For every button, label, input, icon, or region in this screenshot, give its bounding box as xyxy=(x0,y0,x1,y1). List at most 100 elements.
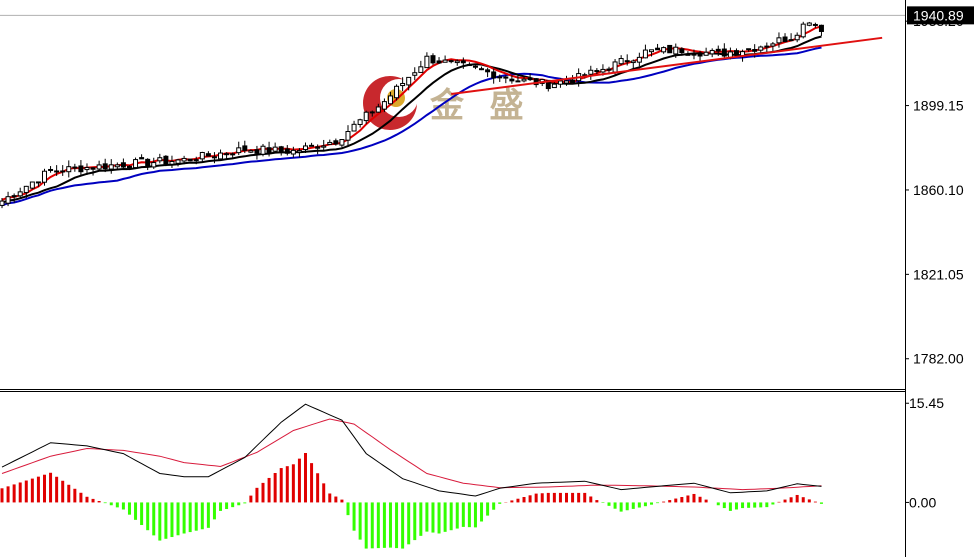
candle-body xyxy=(691,53,697,56)
price-tick-label: 1899.15 xyxy=(913,98,964,114)
candle-body xyxy=(497,76,503,79)
candle-body xyxy=(363,111,369,122)
candle-body xyxy=(108,164,114,170)
candle-body xyxy=(11,195,17,198)
indicator-tick-label: 0.00 xyxy=(909,494,936,510)
candle-body xyxy=(733,50,739,56)
candle-body xyxy=(800,23,806,38)
candle-body xyxy=(709,49,715,55)
candle-body xyxy=(655,47,661,51)
candle-body xyxy=(0,200,5,206)
candle-body xyxy=(466,64,472,67)
candle-body xyxy=(5,196,11,204)
candle-body xyxy=(673,46,679,55)
candle-body xyxy=(120,162,126,168)
candle-body xyxy=(248,150,254,153)
candle-body xyxy=(448,60,454,63)
candle-body xyxy=(436,60,442,64)
candle-body xyxy=(296,150,302,153)
candle-body xyxy=(375,106,381,113)
candle-body xyxy=(381,101,387,110)
candle-body xyxy=(266,147,272,153)
price-tick-label: 1860.10 xyxy=(913,182,964,198)
candle-body xyxy=(236,147,242,154)
candle-body xyxy=(618,58,624,65)
candle-body xyxy=(169,160,175,165)
candle-body xyxy=(96,164,102,170)
candle-body xyxy=(84,166,90,171)
candle-body xyxy=(424,55,430,69)
candle-body xyxy=(442,59,448,63)
candle-body xyxy=(642,49,648,59)
candle-body xyxy=(588,69,594,75)
candle-body xyxy=(284,148,290,154)
candle-body xyxy=(321,145,327,148)
candle-body xyxy=(758,46,764,51)
trendline xyxy=(451,36,883,95)
candle-body xyxy=(521,78,527,82)
candle-body xyxy=(193,159,199,162)
current-price-label: 1940.89 xyxy=(913,7,964,23)
candle-body xyxy=(41,170,47,183)
candle-body xyxy=(29,181,35,189)
candle-body xyxy=(114,164,120,168)
indicator-panel xyxy=(0,403,823,549)
candle-body xyxy=(661,47,667,53)
candle-body xyxy=(752,49,758,52)
candle-body xyxy=(199,151,205,160)
candle-body xyxy=(418,66,424,73)
candle-body xyxy=(406,76,412,86)
candle-body xyxy=(794,34,800,41)
candle-body xyxy=(624,60,630,63)
candle-body xyxy=(72,166,78,169)
candle-body xyxy=(533,78,539,86)
candle-body xyxy=(636,56,642,63)
candle-body xyxy=(357,119,363,125)
candle-body xyxy=(126,165,132,169)
candle-body xyxy=(66,166,72,173)
candle-body xyxy=(479,68,485,71)
candle-body xyxy=(260,145,266,155)
candle-body xyxy=(746,48,752,51)
candle-body xyxy=(400,82,406,87)
candle-body xyxy=(485,69,491,73)
candle-body xyxy=(764,45,770,48)
candle-body xyxy=(387,95,393,105)
candle-body xyxy=(679,48,685,54)
candle-body xyxy=(90,167,96,170)
candle-body xyxy=(782,36,788,43)
candle-body xyxy=(460,60,466,64)
candle-body xyxy=(491,71,497,79)
candle-body xyxy=(218,152,224,160)
candle-body xyxy=(339,139,345,146)
candle-body xyxy=(351,123,357,132)
moving-average-line-10 xyxy=(1,35,822,204)
candle-body xyxy=(600,68,606,73)
candle-body xyxy=(806,22,812,26)
candle-body xyxy=(254,149,260,154)
candle-body xyxy=(151,162,157,168)
candle-body xyxy=(394,85,400,99)
candle-body xyxy=(205,153,211,157)
macd-line xyxy=(1,403,822,497)
candle-body xyxy=(812,23,818,26)
candle-body xyxy=(102,163,108,170)
candle-body xyxy=(551,83,557,89)
candle-body xyxy=(606,68,612,71)
candle-body xyxy=(503,76,509,79)
candle-body xyxy=(515,80,521,83)
axes: 1938.201899.151860.101821.051782.001940.… xyxy=(905,0,974,557)
candle-body xyxy=(175,159,181,164)
candle-body xyxy=(345,131,351,141)
candle-body xyxy=(181,157,187,162)
macd-signal-line xyxy=(1,418,822,491)
candle-body xyxy=(564,80,570,84)
candle-body xyxy=(612,61,618,73)
current-price-badge xyxy=(907,6,974,25)
candle-body xyxy=(78,165,84,173)
moving-average-line-20 xyxy=(1,46,822,207)
candle-body xyxy=(703,51,709,56)
candle-body xyxy=(818,24,824,32)
candle-body xyxy=(224,153,230,156)
candle-body xyxy=(60,170,66,173)
